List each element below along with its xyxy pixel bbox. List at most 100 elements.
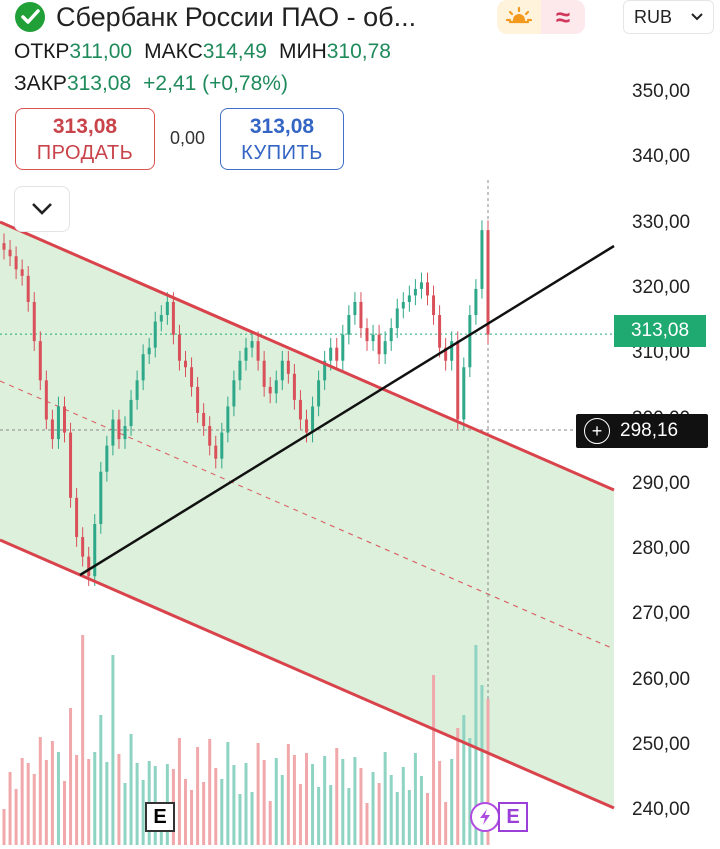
candle-body [141,354,145,381]
open-label: ОТКР [14,40,70,63]
instrument-title[interactable]: Сбербанк России ПАО - об... [56,1,417,32]
candle-body [135,380,139,400]
candle-body [44,380,48,420]
candle-body [389,328,393,342]
chevron-down-icon [32,203,52,215]
buy-button[interactable]: 313,08 КУПИТЬ [220,108,344,170]
volume-bar [377,783,381,845]
volume-bar [444,802,448,845]
candle-body [56,406,60,440]
candle-body [20,269,24,276]
volume-bar [383,752,387,845]
volume-bar [177,738,181,845]
price-tick: 320,00 [632,276,691,298]
candle-body [262,360,266,387]
candle-body [208,426,212,446]
volume-bar [262,760,266,845]
last-price-tag: 313,08 [614,315,706,347]
volume-bar [365,803,369,845]
volume-bar [341,759,345,845]
volume-bar [32,774,36,845]
candle-body [81,537,85,557]
earnings-badge[interactable]: E [145,802,175,832]
plus-icon[interactable]: + [584,418,610,444]
volume-bar [292,755,296,845]
price-tick: 260,00 [632,668,691,690]
volume-bar [26,763,30,845]
sun-icon[interactable] [497,0,541,34]
price-tick: 240,00 [632,799,691,821]
candle-body [365,328,369,342]
volume-bar [323,756,327,845]
volume-bar [190,790,194,845]
price-tick: 280,00 [632,538,691,560]
buy-price: 313,08 [249,115,315,138]
sell-button[interactable]: 313,08 ПРОДАТЬ [15,108,155,170]
candle-body [347,315,351,335]
crosshair-price-tag[interactable]: + 298,16 [576,414,708,448]
candle-body [395,308,399,329]
volume-bar [111,655,115,845]
ohlc-row-2: ЗАКР313,08 +2,41 (+0,78%) [14,72,288,96]
candle-body [377,334,381,355]
candle-body [129,399,133,427]
volume-bar [305,753,308,845]
low-label: МИН [278,40,327,63]
volume-bar [232,765,236,845]
sber-logo-icon [15,2,45,32]
low-value: 310,78 [326,40,391,63]
volume-bar [75,755,79,845]
ohlc-row-1: ОТКР311,00 МАКС314,49 МИН310,78 [14,40,403,64]
candle-body [292,373,296,400]
earnings-badge-2[interactable]: E [498,802,528,832]
candle-body [250,341,254,348]
candle-body [190,367,194,387]
candle-body [341,334,345,361]
volume-bar [93,752,97,845]
collapse-button[interactable] [14,186,70,232]
candle-body [184,360,187,368]
volume-bar [238,794,242,845]
volume-bar [462,715,466,845]
volume-bar [286,744,290,845]
candle-body [298,399,302,420]
volume-bar [395,792,399,845]
channel-lower-line [0,538,615,810]
volume-bar [87,759,91,845]
currency-select[interactable]: RUB [623,0,714,34]
volume-bar [298,784,302,845]
volume-bar [450,759,454,845]
price-tick: 350,00 [632,81,691,102]
candle-body [8,249,12,257]
candle-body [26,275,30,302]
candle-body [196,386,200,413]
volume-bar [274,758,278,845]
candle-body [305,419,308,433]
candle-body [474,288,478,316]
candle-body [274,380,278,394]
volume-bar [335,748,339,845]
candle-body [432,295,436,316]
volume-bar [244,763,248,845]
candle-body [32,301,36,342]
candle-body [462,367,466,420]
candle-body [87,556,91,577]
volume-bar [268,801,272,845]
channel-upper-line [0,220,615,492]
open-value: 311,00 [69,40,133,63]
candle-body [202,412,206,427]
volume-bar [44,760,48,845]
candle-body [105,445,109,472]
volume-bar [407,790,411,845]
volume-bar [135,763,139,845]
lightning-icon[interactable] [470,802,500,832]
candle-body [353,301,357,316]
candle-body [450,341,454,361]
volume-bar [50,741,54,845]
wave-icon[interactable]: ≈ [541,0,585,34]
candle-body [359,301,363,329]
spread-value: 0,00 [170,128,206,148]
candle-body [486,230,490,335]
candle-body [371,334,375,342]
